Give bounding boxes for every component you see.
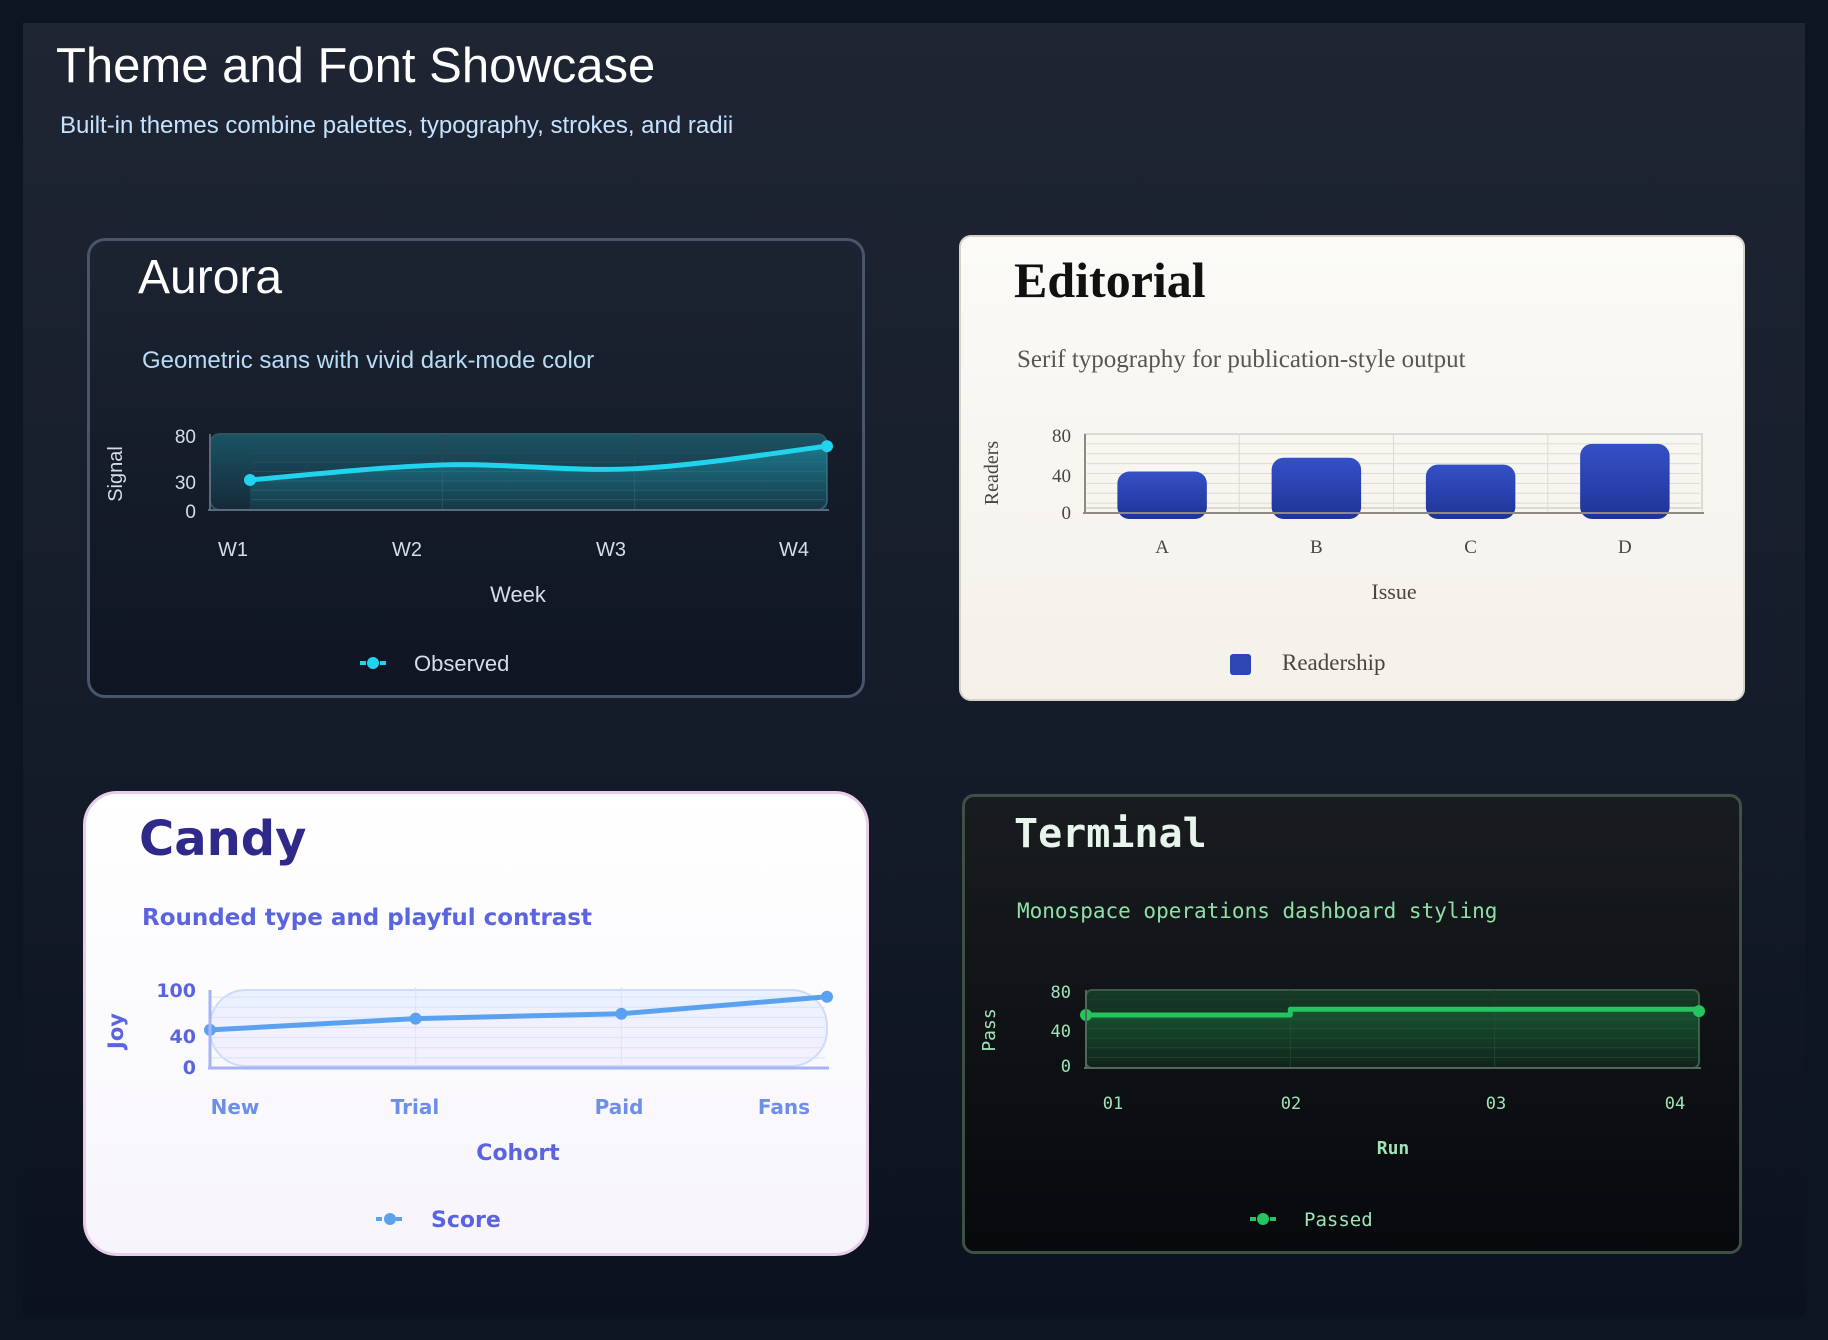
- y-tick-label: 30: [175, 473, 196, 494]
- x-axis-label: Week: [490, 582, 547, 607]
- y-tick-label: 100: [156, 980, 196, 1002]
- y-tick-label: 0: [183, 1057, 196, 1079]
- card-subtitle: Geometric sans with vivid dark-mode colo…: [142, 347, 594, 374]
- card-subtitle: Rounded type and playful contrast: [142, 905, 592, 931]
- card-subtitle: Monospace operations dashboard styling: [1017, 899, 1497, 923]
- series-area: [250, 446, 827, 509]
- bar-C: [1425, 464, 1516, 519]
- y-tick-label: 0: [185, 502, 196, 523]
- x-axis-label: Run: [1377, 1138, 1410, 1159]
- x-tick-label: W3: [596, 539, 626, 561]
- legend-label: Passed: [1304, 1209, 1373, 1231]
- legend-marker-dot: [367, 657, 379, 669]
- series-line-Score: [207, 994, 830, 1033]
- aurora-chart: Aurora Geometric sans with vivid dark-mo…: [105, 251, 833, 676]
- card-candy: Candy Rounded type and playful contrast …: [83, 791, 869, 1256]
- y-tick-label: 80: [1052, 426, 1071, 447]
- x-tick-label: B: [1310, 537, 1323, 558]
- legend-marker-dot: [1257, 1213, 1269, 1225]
- bar-D: [1580, 443, 1670, 519]
- data-point-Paid: [615, 1007, 628, 1020]
- x-tick-label: D: [1618, 537, 1632, 558]
- x-tick-label: W4: [779, 539, 809, 561]
- legend-label: Score: [431, 1208, 501, 1233]
- y-axis-label: Signal: [105, 446, 127, 502]
- series-line-Observed: [247, 443, 830, 483]
- data-point-W1: [244, 473, 256, 486]
- x-axis-label: Cohort: [476, 1141, 560, 1166]
- candy-chart: Candy Rounded type and playful contrast …: [104, 811, 833, 1233]
- page-subtitle: Built-in themes combine palettes, typogr…: [60, 112, 734, 139]
- data-point-04: [1693, 1005, 1705, 1018]
- x-tick-label: C: [1464, 537, 1477, 558]
- y-tick-label: 40: [1052, 466, 1071, 487]
- card-subtitle: Serif typography for publication-style o…: [1017, 346, 1466, 373]
- y-tick-label: 0: [1062, 503, 1072, 524]
- data-point-Fans: [821, 990, 833, 1003]
- data-point-W4: [821, 440, 833, 453]
- series-area: [1086, 1009, 1699, 1067]
- y-tick-label: 0: [1061, 1057, 1071, 1077]
- card-title: Candy: [139, 811, 306, 867]
- y-axis-label: Joy: [104, 1013, 128, 1051]
- x-tick-label: 01: [1103, 1094, 1123, 1114]
- x-axis-label: Issue: [1371, 579, 1416, 604]
- card-editorial: Editorial Serif typography for publicati…: [959, 235, 1745, 701]
- legend-marker-dot: [384, 1213, 396, 1225]
- legend-label: Observed: [414, 651, 509, 676]
- bar-B: [1271, 457, 1362, 519]
- terminal-chart: Terminal Monospace operations dashboard …: [979, 811, 1705, 1231]
- editorial-chart: Editorial Serif typography for publicati…: [981, 252, 1704, 675]
- y-tick-label: 40: [1051, 1022, 1071, 1042]
- bar-A: [1117, 471, 1207, 519]
- y-tick-label: 40: [170, 1026, 196, 1048]
- x-tick-label: 02: [1281, 1094, 1301, 1114]
- x-tick-label: Fans: [758, 1095, 810, 1119]
- x-tick-label: A: [1155, 537, 1169, 558]
- x-tick-label: 03: [1486, 1094, 1506, 1114]
- data-point-Trial: [409, 1012, 422, 1025]
- y-axis-label: Pass: [979, 1008, 1000, 1051]
- x-tick-label: 04: [1665, 1094, 1685, 1114]
- card-aurora: Aurora Geometric sans with vivid dark-mo…: [87, 238, 865, 698]
- legend-label: Readership: [1282, 650, 1385, 675]
- card-title: Editorial: [1014, 252, 1206, 308]
- y-tick-label: 80: [175, 427, 196, 448]
- page-title: Theme and Font Showcase: [56, 39, 656, 93]
- card-title: Aurora: [138, 251, 282, 304]
- x-tick-label: W1: [218, 539, 248, 561]
- card-title: Terminal: [1014, 811, 1207, 857]
- y-axis-label: Readers: [981, 441, 1003, 506]
- x-tick-label: New: [211, 1095, 260, 1119]
- card-terminal: Terminal Monospace operations dashboard …: [962, 794, 1742, 1254]
- legend-swatch: [1230, 654, 1251, 675]
- x-tick-label: W2: [392, 539, 422, 561]
- y-tick-label: 80: [1051, 983, 1071, 1003]
- x-tick-label: Trial: [391, 1095, 440, 1119]
- x-tick-label: Paid: [595, 1095, 644, 1119]
